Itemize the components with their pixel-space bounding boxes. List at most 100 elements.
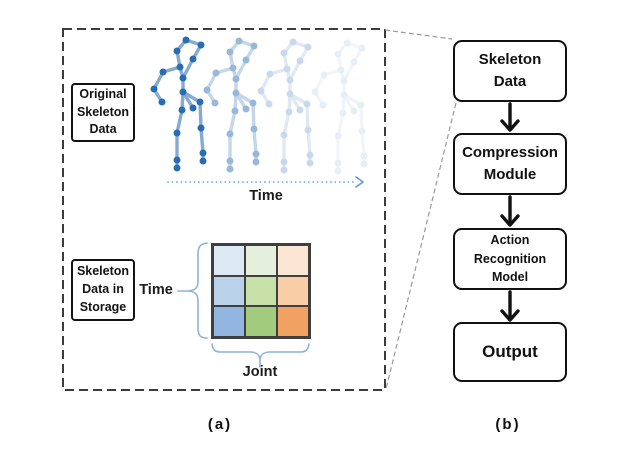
- skeleton-joint-neck: [337, 66, 345, 74]
- flow-arrow-icon: [500, 290, 520, 322]
- label-line: Skeleton: [76, 264, 130, 279]
- time-axis-label: Time: [249, 188, 283, 204]
- label-line: Data: [89, 122, 117, 137]
- skeleton-joint-foot_l: [226, 165, 234, 173]
- skeleton-joint-knee_l: [173, 129, 181, 137]
- skeleton-joint-hand_r: [197, 41, 205, 49]
- skeleton-joint-headtop: [289, 38, 297, 46]
- skeleton-joint-chest: [232, 75, 240, 83]
- skeleton-joint-elbow_r: [242, 56, 250, 64]
- skeleton-frame: [257, 38, 314, 174]
- panel-a-caption: (a): [207, 416, 233, 433]
- grid-time-axis-label: Time: [139, 282, 173, 298]
- skeleton-joint-head: [226, 48, 234, 56]
- skeleton-joint-hand_l: [158, 98, 166, 106]
- skeleton-joint-hand_r: [358, 44, 366, 52]
- skeleton-bone: [251, 101, 256, 131]
- skeleton-joint-spine: [340, 91, 348, 99]
- skeleton-joint-hip_r: [303, 100, 311, 108]
- skeleton-bone: [305, 102, 310, 132]
- skeleton-joint-headtop: [235, 37, 243, 45]
- skeleton-joint-knee_l: [226, 130, 234, 138]
- node-label-line: Module: [483, 166, 537, 183]
- skeleton-joint-knee_l: [334, 132, 342, 140]
- skeleton-joint-ankle_l: [334, 159, 342, 167]
- flow-node-action-recognition-model: Action Recognition Model: [453, 228, 567, 290]
- skeleton-bone: [359, 103, 364, 133]
- skeleton-joint-wrist_l: [311, 88, 319, 96]
- node-label-line: Compression: [462, 144, 558, 162]
- label-line: Skeleton: [76, 104, 130, 119]
- skeleton-joint-neck: [229, 64, 237, 72]
- skeleton-joint-foot_l: [173, 164, 181, 172]
- node-label-line: Action: [490, 232, 530, 247]
- skeleton-joint-hand_l: [319, 101, 327, 109]
- skeleton-joint-knee_r: [358, 127, 366, 135]
- skeleton-joint-knee_r: [197, 124, 205, 132]
- skeleton-joint-foot_r: [306, 159, 314, 167]
- panel-b-caption: (b): [495, 416, 521, 433]
- skeleton-joint-foot_r: [252, 158, 260, 166]
- skeleton-joint-hand_r: [304, 43, 312, 51]
- skeleton-joint-knee_l: [280, 131, 288, 139]
- skeleton-frame: [311, 39, 368, 175]
- skeleton-joint-ankle_l: [280, 158, 288, 166]
- skeleton-joint-head: [334, 50, 342, 58]
- flow-node-compression-module: Compression Module: [453, 133, 567, 195]
- label-line: Storage: [79, 299, 127, 314]
- skeleton-joint-foot_r: [360, 160, 368, 168]
- skeleton-bone: [199, 126, 205, 155]
- skeleton-frames-group: [150, 36, 368, 175]
- skeleton-bone: [252, 127, 258, 156]
- skeleton-joint-hip_c: [350, 107, 358, 115]
- skeleton-joint-wrist_l: [203, 86, 211, 94]
- skeleton-joint-hip_l: [231, 107, 239, 115]
- skeleton-joint-hip_c: [189, 104, 197, 112]
- skeleton-bone: [228, 109, 237, 136]
- skeleton-joint-elbow_r: [350, 58, 358, 66]
- skeleton-frames-figure: [150, 36, 368, 188]
- skeleton-joint-hip_l: [285, 108, 293, 116]
- skeleton-joint-hip_r: [357, 101, 365, 109]
- skeleton-joint-spine: [232, 89, 240, 97]
- flow-node-skeleton-data: Skeleton Data: [453, 40, 567, 102]
- skeleton-joint-chest: [179, 74, 187, 82]
- node-label-line: Model: [491, 270, 529, 285]
- skeleton-joint-hip_l: [178, 106, 186, 114]
- skeleton-bone: [282, 110, 291, 137]
- flow-arrow-icon: [500, 195, 520, 227]
- grid-joint-axis-label: Joint: [242, 364, 278, 380]
- skeleton-joint-hand_l: [265, 100, 273, 108]
- skeleton-bone: [175, 108, 184, 135]
- skeleton-joint-head: [280, 49, 288, 57]
- time-axis-arrow-icon: [167, 176, 364, 188]
- skeleton-joint-elbow_r: [189, 55, 197, 63]
- zoom-connector-bottom: [385, 102, 457, 390]
- skeleton-joint-hip_l: [339, 109, 347, 117]
- storage-matrix: [211, 243, 311, 339]
- skeleton-joint-hip_c: [296, 106, 304, 114]
- grid-cell-r0c2: [277, 245, 309, 276]
- skeleton-joint-wrist_l: [150, 85, 158, 93]
- skeleton-joint-elbow_r: [296, 57, 304, 65]
- skeleton-joint-hand_r: [250, 42, 258, 50]
- skeleton-joint-chest: [340, 77, 348, 85]
- skeleton-joint-hip_c: [242, 105, 250, 113]
- flow-arrow-icon: [500, 102, 520, 132]
- grid-cell-r2c2: [277, 306, 309, 337]
- skeleton-joint-chest: [286, 76, 294, 84]
- label-line: Original: [79, 86, 127, 101]
- skeleton-joint-hip_r: [196, 98, 204, 106]
- skeleton-joint-elbow_l: [320, 71, 328, 79]
- skeleton-joint-knee_r: [250, 125, 258, 133]
- node-label-line: Skeleton: [478, 51, 542, 69]
- skeleton-joint-ankle_l: [173, 156, 181, 164]
- skeleton-joint-foot_r: [199, 157, 207, 165]
- grid-cell-r1c2: [277, 275, 309, 307]
- skeleton-joint-head: [173, 47, 181, 55]
- skeleton-joint-ankle_l: [226, 157, 234, 165]
- grid-cell-r2c1: [245, 306, 277, 337]
- skeleton-bone: [198, 100, 203, 130]
- grid-cell-r0c1: [245, 245, 277, 276]
- skeleton-joint-elbow_l: [266, 70, 274, 78]
